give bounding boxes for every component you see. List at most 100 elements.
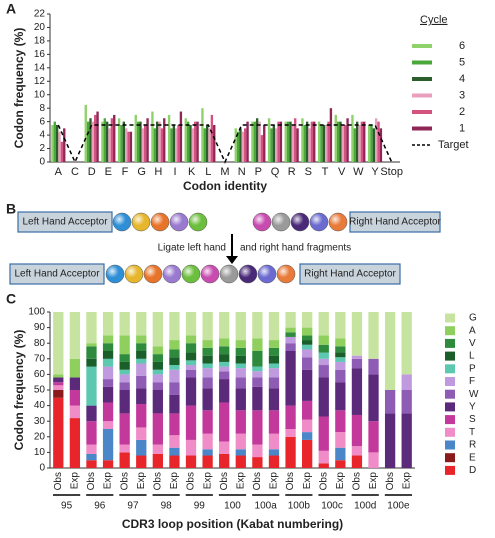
bar-segment [302, 357, 313, 370]
bar-segment [152, 453, 163, 468]
bar-segment [185, 365, 197, 370]
acceptor-label: Right Hand Acceptor [304, 269, 396, 280]
bar-segment [384, 312, 396, 390]
bar-segment [302, 344, 313, 350]
bar-segment [136, 388, 147, 405]
acceptor-box [17, 211, 113, 233]
bar-segment [169, 413, 180, 436]
bar-segment [185, 312, 197, 336]
bar-segment [202, 449, 213, 456]
bar [310, 121, 314, 162]
bar [329, 108, 333, 162]
bar-segment [285, 336, 296, 344]
bar-segment [69, 358, 81, 378]
bar-segment [136, 343, 147, 351]
bar [339, 121, 342, 162]
legend-label: R [469, 440, 476, 451]
ball-shine [144, 265, 162, 283]
x-tick-label: S [305, 166, 312, 178]
bar-segment [202, 433, 213, 450]
bar [346, 118, 349, 162]
bar [255, 118, 259, 162]
bar [177, 125, 180, 162]
left-fragments [112, 212, 208, 232]
bar-segment [202, 363, 213, 369]
bar-segment [235, 340, 246, 348]
legend-label: E [469, 452, 476, 463]
legend-label: G [469, 313, 477, 324]
bar [234, 128, 237, 162]
bar [63, 128, 66, 162]
legend-swatch [445, 402, 455, 412]
bar-segment [268, 355, 280, 364]
bar-segment [53, 312, 64, 375]
bar-segment [268, 455, 280, 468]
bar [186, 121, 190, 162]
joined-fragments [105, 264, 296, 284]
bar-segment [69, 405, 81, 419]
bar-segment [285, 332, 296, 337]
bar [122, 121, 125, 162]
legend-label: 2 [459, 106, 465, 118]
bar-segment [318, 312, 329, 336]
x-tick-label: Exp [202, 472, 213, 490]
step-label: and right hand fragments [240, 243, 351, 254]
bar-segment [351, 455, 363, 468]
bar-segment [335, 312, 346, 339]
bar-segment [102, 460, 114, 468]
y-tick-label: 10 [34, 89, 46, 100]
bar-segment [136, 439, 147, 456]
bar-segment [368, 421, 379, 453]
bar-segment [219, 354, 230, 362]
legend-label: L [469, 351, 475, 362]
bar [151, 111, 154, 162]
bar [160, 128, 164, 162]
bar-segment [285, 343, 296, 351]
bar-segment [169, 382, 180, 395]
bar [275, 128, 278, 162]
bar-segment [235, 449, 246, 456]
bar-segment [185, 405, 197, 440]
bar-segment [318, 344, 329, 353]
bar [263, 125, 266, 162]
bar [184, 118, 187, 162]
bar-segment [318, 358, 329, 366]
bar-segment [152, 354, 163, 362]
bar-segment [368, 374, 379, 422]
bar-segment [302, 369, 313, 401]
bar-segment [169, 435, 180, 448]
acceptor-label: Left Hand Acceptor [22, 217, 108, 228]
x-axis-title: Codon identity [183, 179, 267, 193]
legend-label: 6 [459, 40, 465, 52]
x-tick-label: Exp [103, 472, 114, 490]
bar-segment [401, 390, 412, 414]
bar-segment [119, 361, 130, 370]
bar [291, 125, 295, 162]
bar [96, 111, 99, 162]
bar-segment [102, 429, 114, 461]
bar [146, 118, 149, 162]
bar-segment [136, 427, 147, 440]
legend-swatch [445, 415, 455, 425]
bar-segment [235, 377, 246, 389]
bar-segment [351, 355, 363, 359]
bar [320, 125, 323, 162]
bar-segment [202, 347, 213, 356]
bar-segment [351, 312, 363, 356]
bar [289, 121, 292, 162]
bar-segment [235, 347, 246, 356]
bar-segment [53, 390, 64, 398]
bar [284, 121, 287, 162]
bar-segment [152, 361, 163, 370]
x-tick-label: Exp [70, 472, 81, 490]
bar-segment [86, 453, 97, 461]
bar [286, 121, 290, 162]
ball-shine [182, 265, 200, 283]
x-tick-label: Obs [86, 472, 97, 490]
bar [134, 114, 137, 162]
x-tick-label: Q [271, 166, 280, 178]
bar-segment [335, 460, 346, 468]
x-tick-label: Obs [186, 472, 197, 490]
bar-segment [235, 388, 246, 411]
bar-segment [335, 357, 346, 362]
